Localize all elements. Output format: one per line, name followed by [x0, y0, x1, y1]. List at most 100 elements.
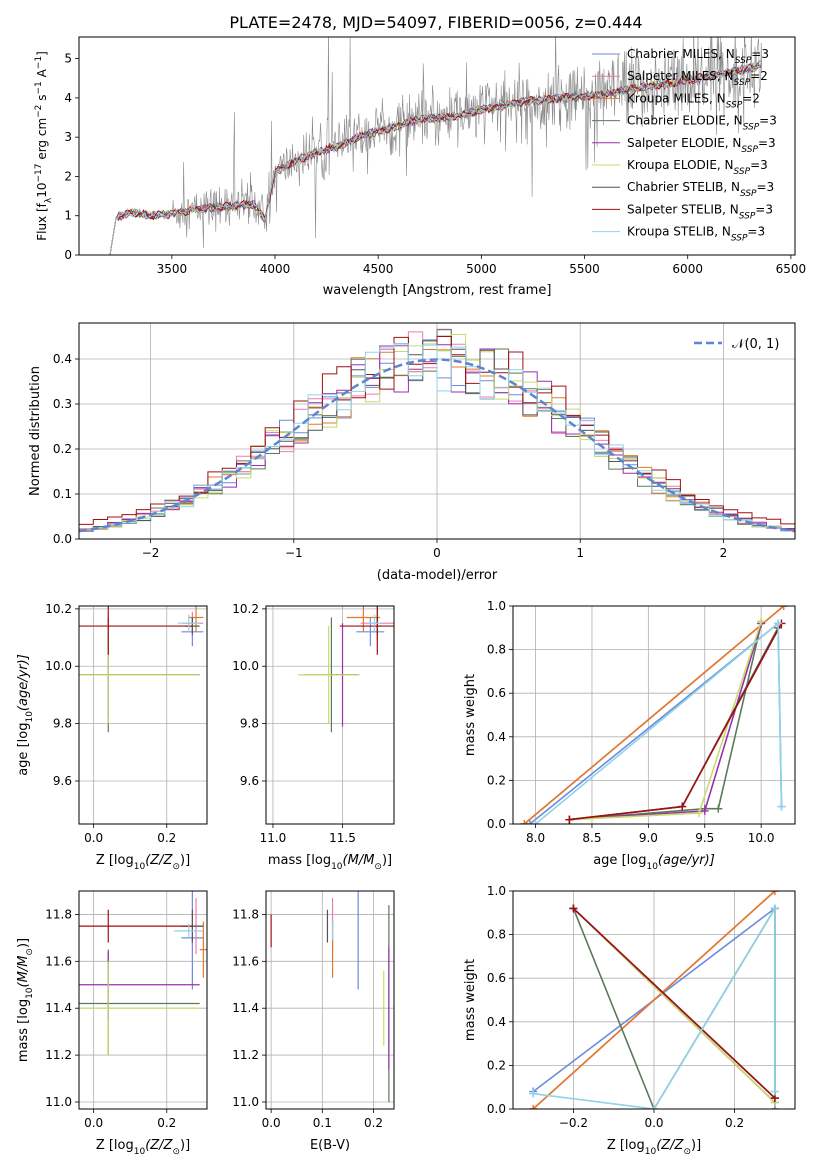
mass-weight-line	[523, 606, 785, 824]
axes-frame	[78, 605, 208, 825]
plot-area	[270, 891, 390, 1102]
mass-weight-marker	[770, 1087, 779, 1096]
plot-area	[79, 328, 795, 533]
panel-weight_vs_age: 8.0 8.5 9.0 9.5 10.0 0.0 0.2 0.4 0.6 0.8 1.0 age [l…	[463, 599, 796, 872]
x-tick-label: 0.2	[725, 1116, 744, 1130]
legend-label: Chabrier STELIB, NSSP=3	[627, 180, 774, 199]
x-tick-label: −0.2	[559, 1116, 588, 1130]
x-tick-label: 0.2	[157, 1116, 176, 1130]
y-tick-label: 0.0	[53, 532, 72, 546]
y-tick-label: 10.0	[232, 659, 259, 673]
mass-weight-marker	[770, 904, 779, 913]
normal-reference-curve	[79, 358, 795, 533]
legend-label: Kroupa MILES, NSSP=2	[627, 91, 760, 110]
mass-weight-marker	[700, 806, 709, 815]
mass-weight-marker	[529, 1089, 538, 1098]
panel-mass_vs_Z: 0.0 0.2 11.0 11.2 11.4 11.6 11.8 Z [log10(Z/Z⊙)…	[16, 890, 208, 1157]
x-tick-label: 11.0	[260, 831, 287, 845]
y-tick-label: 0.2	[53, 442, 72, 456]
panel-age_vs_mass: 11.0 11.5 9.6 9.8 10.0 10.2 mass [log10(M/M⊙)]	[232, 602, 395, 872]
y-tick-label: 10.0	[45, 659, 72, 673]
y-tick-label: 0.6	[487, 971, 506, 985]
y-tick-label: 0.1	[53, 487, 72, 501]
x-tick-label: 9.5	[695, 831, 714, 845]
y-tick-label: 5	[64, 52, 72, 66]
mass-weight-line	[535, 621, 783, 824]
y-tick-label: 11.6	[232, 954, 259, 968]
y-tick-label: 9.8	[53, 717, 72, 731]
y-tick-label: 11.2	[45, 1048, 72, 1062]
y-axis-label: mass [log10(M/M⊙)]	[16, 938, 35, 1062]
mass-weight-marker	[714, 804, 723, 813]
x-tick-label: 0.2	[157, 831, 176, 845]
y-tick-label: 1	[64, 209, 72, 223]
observed-spectrum-line	[171, 37, 763, 248]
y-axis-label: mass weight	[463, 959, 478, 1041]
mass-weight-line	[532, 891, 776, 1109]
mass-weight-marker	[770, 891, 779, 895]
mass-weight-line	[569, 623, 762, 821]
panel-age_vs_Z: 0.0 0.2 9.6 9.8 10.0 10.2 Z [log10(Z/Z⊙)] age […	[16, 602, 208, 872]
x-axis-label: mass [log10(M/M⊙)]	[268, 853, 392, 872]
y-axis-label: age [log10(age/yr)]	[16, 654, 35, 776]
axes-frame	[512, 605, 796, 825]
x-tick-label: 10.0	[748, 831, 775, 845]
legend-label: Chabrier MILES, NSSP=3	[627, 47, 769, 66]
plot-area	[109, 37, 763, 255]
mass-weight-marker	[520, 820, 529, 824]
panel-mass_vs_EBV: 0.0 0.1 0.2 11.0 11.2 11.4 11.6 11.8 E(B-V)	[232, 890, 395, 1153]
y-tick-label: 11.2	[232, 1048, 259, 1062]
axes-frame	[265, 890, 395, 1110]
x-tick-label: 5000	[466, 262, 497, 276]
x-axis-label: wavelength [Angstrom, rest frame]	[323, 283, 552, 298]
y-tick-label: 10.2	[232, 602, 259, 616]
mass-weight-line	[569, 623, 783, 821]
x-tick-label: 2	[720, 546, 728, 560]
x-tick-label: 0.2	[364, 1116, 383, 1130]
model-spectrum-line	[109, 63, 762, 255]
y-tick-label: 11.8	[45, 907, 72, 921]
x-tick-label: −1	[285, 546, 303, 560]
y-tick-label: 2	[64, 169, 72, 183]
plot-area	[79, 891, 207, 1056]
y-tick-label: 11.0	[45, 1095, 72, 1109]
plot-area	[529, 891, 779, 1109]
mass-weight-marker	[678, 802, 687, 811]
x-tick-label: 9.0	[639, 831, 658, 845]
x-axis-label: E(B-V)	[310, 1138, 350, 1153]
plot-area	[520, 606, 788, 824]
legend-label: Salpeter ELODIE, NSSP=3	[627, 136, 776, 155]
y-tick-label: 0.4	[53, 352, 72, 366]
x-tick-label: 6000	[672, 262, 703, 276]
y-tick-label: 11.4	[45, 1001, 72, 1015]
y-tick-label: 9.8	[240, 717, 259, 731]
figure-title: PLATE=2478, MJD=54097, FIBERID=0056, z=0…	[229, 13, 642, 32]
y-tick-label: 9.6	[240, 774, 259, 788]
mass-weight-marker	[569, 904, 578, 913]
x-axis-label: (data-model)/error	[377, 568, 498, 583]
axes-frame	[265, 605, 395, 825]
x-axis-label: age [log10(age/yr)]	[593, 853, 715, 872]
y-tick-label: 1.0	[487, 884, 506, 898]
x-tick-label: 8.0	[526, 831, 545, 845]
y-tick-label: 0.4	[487, 730, 506, 744]
x-axis-label: Z [log10(Z/Z⊙)]	[96, 1138, 190, 1157]
y-tick-label: 0.6	[487, 686, 506, 700]
legend-label: Salpeter MILES, NSSP=2	[627, 69, 768, 88]
x-tick-label: 4000	[260, 262, 291, 276]
axes-frame	[512, 890, 796, 1110]
legend-label: Kroupa STELIB, NSSP=3	[627, 225, 765, 244]
y-tick-label: 1.0	[487, 599, 506, 613]
axes-frame	[78, 890, 208, 1110]
legend-label: Kroupa ELODIE, NSSP=3	[627, 158, 768, 177]
mass-weight-marker	[529, 1105, 538, 1109]
model-spectrum-line	[109, 61, 762, 255]
x-tick-label: 11.5	[329, 831, 356, 845]
mass-weight-marker	[774, 619, 783, 628]
y-tick-label: 11.4	[232, 1001, 259, 1015]
y-tick-label: 0.2	[487, 773, 506, 787]
x-tick-label: 0.0	[84, 831, 103, 845]
y-tick-label: 0.0	[487, 1102, 506, 1116]
x-tick-label: 0.0	[644, 1116, 663, 1130]
y-tick-label: 9.6	[53, 774, 72, 788]
